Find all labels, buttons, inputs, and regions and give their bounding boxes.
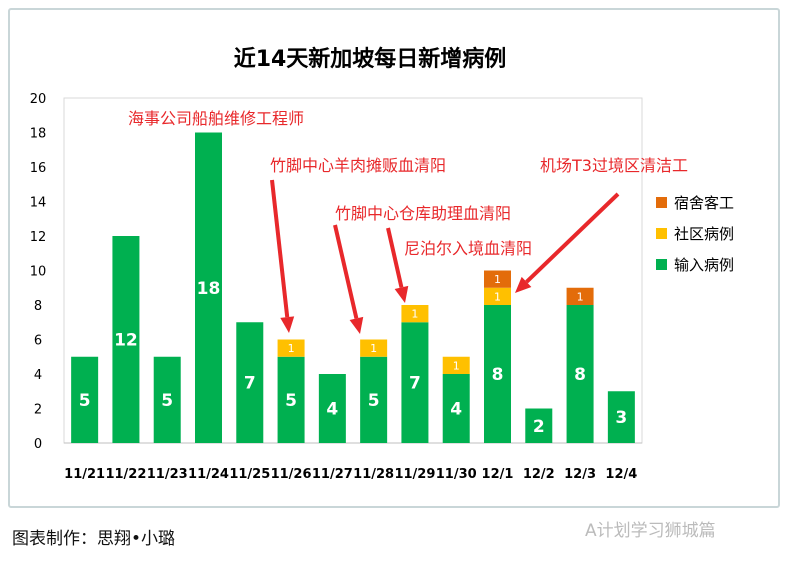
bar-imported (112, 236, 140, 443)
data-label: 1 (288, 342, 295, 355)
x-tick-label: 11/23 (147, 467, 188, 482)
annotation-arrowhead (280, 316, 295, 333)
x-tick-label: 11/25 (229, 467, 270, 482)
data-label: 1 (577, 290, 584, 303)
legend-swatch (656, 197, 667, 208)
y-tick-label: 12 (30, 230, 47, 245)
data-label: 1 (453, 359, 460, 372)
bar-imported (525, 408, 553, 443)
data-label: 5 (161, 391, 173, 411)
legend-label: 输入病例 (674, 256, 734, 274)
x-tick-label: 11/29 (394, 467, 435, 482)
bar-imported (71, 356, 99, 443)
bar-community (401, 305, 429, 323)
annotation-arrowhead (349, 316, 364, 334)
bar-community (442, 356, 470, 374)
bar-imported (277, 356, 305, 443)
bar-imported (484, 305, 511, 443)
bar-imported (236, 322, 264, 443)
legend-label: 宿舍客工 (674, 194, 734, 212)
y-tick-label: 14 (30, 196, 47, 211)
x-tick-label: 11/22 (105, 467, 146, 482)
data-label: 1 (494, 290, 501, 303)
bar-community (360, 339, 388, 357)
bar-imported (607, 391, 635, 443)
annotation-arrowhead (515, 276, 532, 293)
data-label: 4 (450, 400, 462, 420)
bar-dormitory (484, 270, 511, 288)
bar-community (277, 339, 305, 357)
data-label: 1 (494, 273, 501, 286)
data-label: 12 (114, 331, 138, 351)
bar-imported (153, 356, 181, 443)
bar-imported (442, 374, 470, 443)
y-tick-label: 16 (30, 161, 47, 176)
legend-swatch (656, 259, 667, 270)
y-tick-label: 2 (34, 403, 42, 418)
x-tick-label: 11/27 (312, 467, 353, 482)
x-tick-label: 11/30 (436, 467, 477, 482)
y-tick-label: 4 (34, 368, 42, 383)
data-label: 3 (615, 408, 627, 428)
annotation-label: 尼泊尔入境血清阳 (404, 239, 532, 258)
chart-credit: 图表制作：思翔•小璐 (12, 529, 176, 549)
bar-imported (195, 132, 222, 443)
x-tick-label: 11/24 (188, 467, 229, 482)
bar-imported (360, 356, 388, 443)
y-tick-label: 18 (30, 127, 47, 142)
annotation-arrow (270, 179, 290, 318)
y-tick-label: 10 (30, 265, 47, 280)
annotation-arrow (525, 192, 620, 284)
plot-area (63, 97, 643, 444)
data-label: 2 (533, 417, 545, 437)
bar-dormitory (566, 287, 594, 305)
x-tick-label: 11/26 (271, 467, 312, 482)
legend-swatch (656, 228, 667, 239)
annotation-arrowhead (394, 285, 409, 303)
data-label: 1 (370, 342, 377, 355)
annotation-arrow (333, 224, 359, 319)
data-label: 5 (368, 391, 380, 411)
annotation-label: 竹脚中心羊肉摊贩血清阳 (270, 156, 446, 175)
data-label: 1 (411, 308, 418, 321)
x-tick-label: 11/28 (353, 467, 394, 482)
y-tick-label: 8 (34, 299, 42, 314)
x-tick-label: 11/21 (64, 467, 105, 482)
x-tick-label: 12/2 (523, 467, 555, 482)
bar-imported (401, 322, 429, 443)
data-label: 5 (79, 391, 91, 411)
annotation-label: 机场T3过境区清洁工 (540, 156, 688, 175)
y-tick-label: 6 (34, 334, 42, 349)
x-tick-label: 12/4 (605, 467, 637, 482)
data-label: 5 (285, 391, 297, 411)
annotation-arrow (386, 227, 404, 288)
y-tick-label: 0 (34, 437, 42, 452)
data-label: 7 (409, 374, 421, 394)
annotation-label: 竹脚中心仓库助理血清阳 (335, 204, 511, 223)
x-tick-label: 12/1 (482, 467, 514, 482)
annotation-label: 海事公司船舶维修工程师 (128, 109, 304, 128)
chart-title: 近14天新加坡每日新增病例 (234, 46, 507, 72)
data-label: 7 (244, 374, 256, 394)
data-label: 18 (197, 279, 221, 299)
bar-imported (318, 374, 346, 443)
bar-community (484, 287, 511, 305)
watermark: A计划学习狮城篇 (585, 521, 716, 541)
x-tick-label: 12/3 (564, 467, 596, 482)
y-tick-label: 20 (30, 92, 47, 107)
data-label: 8 (574, 365, 586, 385)
legend-label: 社区病例 (674, 225, 734, 243)
data-label: 8 (492, 365, 504, 385)
data-label: 4 (326, 400, 338, 420)
bar-imported (566, 305, 594, 443)
